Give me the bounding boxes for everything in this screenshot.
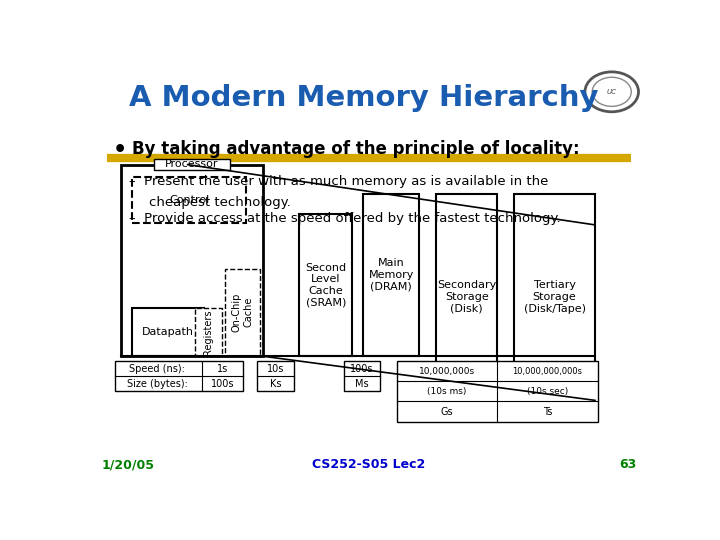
Text: 1/20/05: 1/20/05 — [101, 458, 154, 471]
Text: CS252-S05 Lec2: CS252-S05 Lec2 — [312, 458, 426, 471]
Text: UC: UC — [607, 89, 617, 95]
Bar — [344, 361, 380, 391]
Text: Ms: Ms — [355, 379, 369, 389]
Text: cheapest technology.: cheapest technology. — [148, 196, 290, 209]
Bar — [132, 308, 204, 356]
Text: Datapath: Datapath — [142, 327, 194, 337]
Text: Registers: Registers — [203, 309, 213, 355]
Text: Tertiary
Storage
(Disk/Tape): Tertiary Storage (Disk/Tape) — [523, 280, 585, 314]
Text: Secondary
Storage
(Disk): Secondary Storage (Disk) — [437, 280, 496, 314]
Text: •: • — [112, 140, 127, 160]
Text: 1s: 1s — [217, 364, 228, 374]
Bar — [121, 165, 263, 356]
Text: Processor: Processor — [166, 159, 219, 169]
Bar — [225, 268, 260, 356]
Text: 10,000,000,000s: 10,000,000,000s — [513, 367, 582, 376]
Text: Ts: Ts — [543, 407, 552, 416]
Text: Control: Control — [169, 195, 210, 205]
Text: 100s: 100s — [350, 364, 374, 374]
Text: (10s ms): (10s ms) — [428, 387, 467, 396]
Bar — [115, 361, 243, 391]
Bar — [300, 214, 352, 356]
Text: 63: 63 — [620, 458, 637, 471]
Bar — [132, 177, 246, 223]
Text: Speed (ns):: Speed (ns): — [129, 364, 185, 374]
Bar — [195, 308, 222, 356]
Bar — [436, 194, 498, 400]
Text: 10,000,000s: 10,000,000s — [419, 367, 475, 376]
Text: On-Chip
Cache: On-Chip Cache — [232, 293, 253, 332]
Text: Second
Level
Cache
(SRAM): Second Level Cache (SRAM) — [305, 263, 346, 308]
Bar — [514, 194, 595, 400]
Text: –  Present the user with as much memory as is available in the: – Present the user with as much memory a… — [129, 175, 549, 188]
Text: Size (bytes):: Size (bytes): — [127, 379, 187, 389]
Bar — [364, 194, 419, 356]
Text: (10s sec): (10s sec) — [527, 387, 568, 396]
Text: –  Provide access at the speed offered by the fastest technology.: – Provide access at the speed offered by… — [129, 212, 561, 225]
Bar — [397, 361, 598, 422]
Bar — [258, 361, 294, 391]
Text: Gs: Gs — [441, 407, 454, 416]
Text: A Modern Memory Hierarchy: A Modern Memory Hierarchy — [129, 84, 598, 112]
Bar — [154, 159, 230, 170]
Text: 100s: 100s — [211, 379, 235, 389]
Text: By taking advantage of the principle of locality:: By taking advantage of the principle of … — [132, 140, 580, 158]
Text: Main
Memory
(DRAM): Main Memory (DRAM) — [369, 258, 414, 292]
Text: 10s: 10s — [267, 364, 284, 374]
Text: Ks: Ks — [270, 379, 282, 389]
